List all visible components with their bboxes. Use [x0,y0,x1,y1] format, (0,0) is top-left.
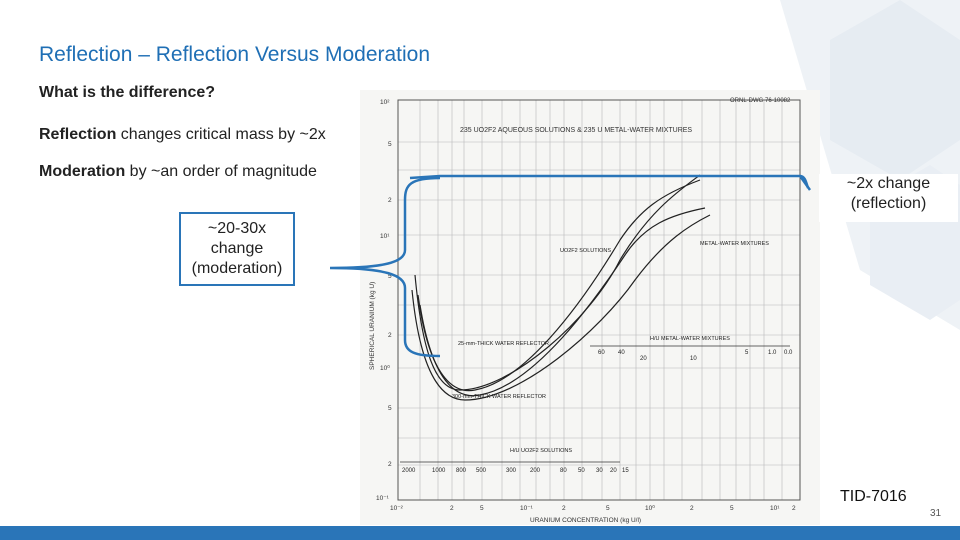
x-tick: 5 [606,505,610,512]
y-tick: 10⁰ [380,364,390,372]
svg-text:500: 500 [476,468,487,474]
x-tick: 2 [792,505,796,512]
label-metal-water: METAL-WATER MIXTURES [700,241,769,247]
x-tick: 5 [730,505,734,512]
svg-text:200: 200 [530,468,541,474]
bullet-reflection: Reflection changes critical mass by ~2x [39,126,326,143]
bullet-question: What is the difference? [39,84,216,101]
svg-text:1000: 1000 [432,468,446,474]
figure-drawing-id: ORNL-DWG 76-10082 [730,98,791,104]
callout-reflection: ~2x change (reflection) [819,174,958,222]
label-hu-metal: H/U METAL-WATER MIXTURES [650,336,730,342]
label-thin-reflector: 25-mm-THICK WATER REFLECTOR [458,341,549,347]
y-tick: 10⁻¹ [376,495,390,502]
label-hu-solutions: H/U UO2F2 SOLUTIONS [510,448,572,454]
hu-solutions-scale: 2000 1000 800 500 300 200 80 50 30 20 15 [400,461,629,474]
y-tick: 5 [388,405,392,412]
source-label: TID-7016 [840,488,907,505]
x-tick: 10⁻¹ [520,505,534,512]
x-tick: 2 [450,505,454,512]
svg-text:15: 15 [622,468,629,474]
callout-moderation: ~20-30x change (moderation) [179,212,295,286]
svg-text:30: 30 [596,468,603,474]
slide-title: Reflection – Reflection Versus Moderatio… [39,43,431,66]
y-tick: 2 [388,461,392,468]
x-tick: 10⁰ [645,504,655,512]
figure-y-label: SPHERICAL URANIUM (kg U) [369,282,376,370]
x-tick: 2 [690,505,694,512]
svg-text:50: 50 [578,468,585,474]
y-tick: 5 [388,141,392,148]
x-tick: 10¹ [770,505,780,512]
hu-metal-scale: 60 40 20 10 5 1.0 0.0 [590,345,793,362]
svg-text:5: 5 [745,350,749,356]
svg-text:20: 20 [640,356,647,362]
svg-text:80: 80 [560,468,567,474]
label-uo2f2-solutions: UO2F2 SOLUTIONS [560,248,611,254]
figure-y-ticks: 10² 5 2 10¹ 5 2 10⁰ 5 2 10⁻¹ [376,99,392,502]
y-tick: 2 [388,332,392,339]
svg-text:300: 300 [506,468,517,474]
svg-text:1.0: 1.0 [768,350,777,356]
svg-text:0.0: 0.0 [784,350,793,356]
svg-text:10: 10 [690,356,697,362]
figure-x-ticks: 10⁻² 2 5 10⁻¹ 2 5 10⁰ 2 5 10¹ 2 [390,504,796,512]
figure-header: 235 UO2F2 AQUEOUS SOLUTIONS & 235 U META… [460,127,692,134]
y-tick: 10¹ [380,233,390,240]
x-tick: 2 [562,505,566,512]
svg-text:60: 60 [598,350,605,356]
x-tick: 5 [480,505,484,512]
footer-bar [0,526,960,540]
figure-x-label: URANIUM CONCENTRATION (kg U/l) [530,517,641,524]
svg-text:2000: 2000 [402,468,416,474]
svg-text:800: 800 [456,468,467,474]
bullet-moderation: Moderation by ~an order of magnitude [39,163,317,180]
y-tick: 5 [388,273,392,280]
page-number: 31 [930,508,942,519]
svg-text:20: 20 [610,468,617,474]
label-thick-reflector: 300-mm-THICK WATER REFLECTOR [452,394,546,400]
y-tick: 10² [380,99,390,106]
figure-curves [411,174,711,401]
critical-mass-figure: ORNL-DWG 76-10082 235 UO2F2 AQUEOUS SOLU… [360,90,820,525]
x-tick: 10⁻² [390,505,404,512]
svg-text:40: 40 [618,350,625,356]
y-tick: 2 [388,197,392,204]
